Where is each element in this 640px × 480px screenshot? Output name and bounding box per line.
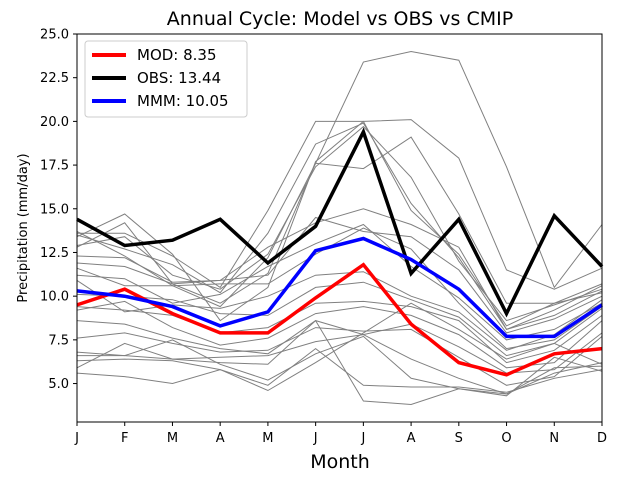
x-tick-label: J <box>360 431 365 446</box>
series-line-mod <box>76 262 603 377</box>
cmip-model-line-16 <box>76 327 603 386</box>
y-tick-label: 15.0 <box>40 202 69 217</box>
cmip-model-line-14 <box>76 300 603 369</box>
x-tick-label: S <box>455 431 463 446</box>
x-tick-label: O <box>501 431 511 446</box>
x-tick-label: A <box>216 431 225 446</box>
cmip-model-line-13 <box>76 300 603 364</box>
x-tick-label: D <box>597 431 607 446</box>
cmip-model-line-2 <box>76 119 603 322</box>
series-line-mmm <box>76 236 603 339</box>
y-tick-label: 25.0 <box>40 28 69 43</box>
x-tick-label: A <box>407 431 416 446</box>
main-series-lines <box>76 127 604 377</box>
cmip-model-line-6 <box>76 136 603 304</box>
plot-frame <box>76 33 603 423</box>
series-line-obs <box>76 127 604 318</box>
cmip-model-line-20 <box>76 319 603 406</box>
y-tick-label: 12.5 <box>40 246 69 261</box>
cmip-model-line-3 <box>76 125 603 322</box>
x-tick-label: N <box>549 431 559 446</box>
legend-label-obs: OBS: 13.44 <box>137 69 221 87</box>
x-tick-label: M <box>262 431 273 446</box>
x-tick-label: F <box>121 431 128 446</box>
legend-label-mod: MOD: 8.35 <box>137 46 217 64</box>
legend: MOD: 8.35 OBS: 13.44 MMM: 10.05 <box>84 40 248 118</box>
cmip-model-line-21 <box>76 302 603 392</box>
legend-frame <box>84 40 248 118</box>
cmip-model-line-5 <box>76 122 603 331</box>
cmip-model-line-4 <box>77 120 603 327</box>
y-tick-label: 20.0 <box>40 115 69 130</box>
cmip-model-lines <box>76 50 603 406</box>
y-tick-label: 17.5 <box>40 159 69 174</box>
legend-label-mmm: MMM: 10.05 <box>137 92 229 110</box>
cmip-model-line-10 <box>76 227 603 350</box>
cmip-model-line-8 <box>76 216 603 334</box>
y-tick-label: 7.5 <box>48 333 69 348</box>
cmip-model-line-7 <box>76 208 603 330</box>
cmip-model-line-12 <box>76 281 603 357</box>
chart-title: Annual Cycle: Model vs OBS vs CMIP <box>167 8 513 30</box>
y-tick-label: 10.0 <box>40 290 69 305</box>
x-axis-label: Month <box>310 451 370 473</box>
x-tick-label: J <box>313 431 318 446</box>
y-axis-ticks: 5.0 7.5 10.0 12.5 15.0 17.5 20.0 22.5 25.0 <box>40 28 77 392</box>
x-tick-label: M <box>167 431 178 446</box>
cmip-model-line-17 <box>76 334 603 395</box>
x-tick-label: J <box>74 431 79 446</box>
y-axis-label: Precipitation (mm/day) <box>16 153 31 302</box>
y-tick-label: 5.0 <box>48 377 69 392</box>
y-tick-label: 22.5 <box>40 71 69 86</box>
